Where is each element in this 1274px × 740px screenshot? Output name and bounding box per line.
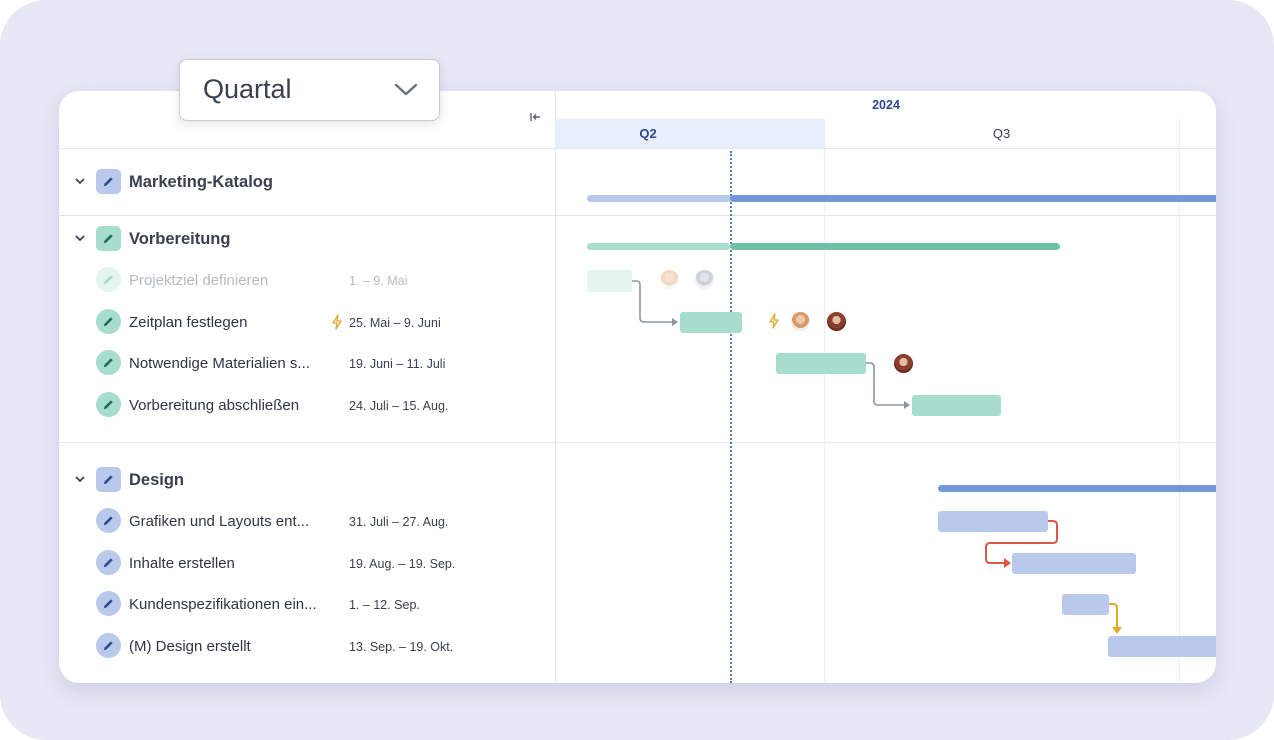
dependency-arrow bbox=[1004, 558, 1011, 568]
chevron-down-icon[interactable] bbox=[73, 472, 87, 486]
task-bar-inhalte[interactable] bbox=[1012, 553, 1136, 574]
quarter-label-q2[interactable]: Q2 bbox=[639, 126, 657, 141]
task-row-grafiken[interactable]: Grafiken und Layouts ent... 31. Juli – 2… bbox=[59, 501, 556, 541]
quarter-label-q3[interactable]: Q3 bbox=[992, 126, 1011, 141]
row-label: Grafiken und Layouts ent... bbox=[129, 513, 310, 530]
bolt-icon bbox=[332, 314, 342, 330]
chevron-down-icon bbox=[394, 83, 418, 96]
task-row-materialien[interactable]: Notwendige Materialien s... 19. Juni – 1… bbox=[59, 343, 556, 383]
row-label: Design bbox=[129, 471, 185, 489]
avatar[interactable] bbox=[790, 311, 811, 332]
pencil-icon bbox=[96, 633, 121, 658]
row-label: Inhalte erstellen bbox=[129, 555, 235, 572]
dependency-arrow bbox=[632, 280, 674, 323]
row-dates: 19. Aug. – 19. Sep. bbox=[349, 557, 456, 571]
pencil-icon bbox=[96, 169, 121, 194]
pencil-icon bbox=[96, 350, 121, 375]
bolt-icon bbox=[769, 313, 779, 329]
dependency-arrow bbox=[904, 401, 910, 409]
task-row-projektziel[interactable]: Projektziel definieren 1. – 9. Mai bbox=[59, 260, 556, 300]
dependency-arrow bbox=[1109, 603, 1118, 629]
dependency-arrow bbox=[672, 318, 678, 326]
dependency-arrows bbox=[632, 280, 1122, 634]
summary-bar-design[interactable] bbox=[938, 485, 1216, 492]
row-dates: 31. Juli – 27. Aug. bbox=[349, 515, 449, 529]
task-bar-projektziel[interactable] bbox=[587, 270, 632, 292]
chevron-down-icon[interactable] bbox=[73, 174, 87, 188]
task-bar-vorbereitung-abschliessen[interactable] bbox=[912, 395, 1001, 416]
row-label: Projektziel definieren bbox=[129, 272, 269, 289]
task-bar-grafiken[interactable] bbox=[938, 511, 1048, 532]
gantt-card: Marketing-Katalog Vorbereitung Projektzi… bbox=[59, 91, 1216, 683]
task-row-vorbereitung-abschliessen[interactable]: Vorbereitung abschließen 24. Juli – 15. … bbox=[59, 385, 556, 425]
task-row-zeitplan[interactable]: Zeitplan festlegen 25. Mai – 9. Juni bbox=[59, 302, 556, 342]
summary-bar-vorbereitung-past bbox=[587, 243, 730, 250]
quarter-gridline bbox=[824, 119, 825, 683]
current-quarter-highlight bbox=[556, 119, 824, 148]
row-label: (M) Design erstellt bbox=[129, 638, 251, 655]
row-label: Vorbereitung bbox=[129, 230, 231, 248]
task-row-kundenspezifikationen[interactable]: Kundenspezifikationen ein... 1. – 12. Se… bbox=[59, 584, 556, 624]
row-label: Vorbereitung abschließen bbox=[129, 397, 300, 414]
pencil-icon bbox=[96, 392, 121, 417]
summary-bar-marketing[interactable] bbox=[730, 195, 1216, 202]
row-label: Marketing-Katalog bbox=[129, 173, 273, 191]
summary-bar-vorbereitung[interactable] bbox=[730, 243, 1060, 250]
today-marker bbox=[730, 151, 732, 683]
row-label: Zeitplan festlegen bbox=[129, 314, 248, 331]
row-dates: 19. Juni – 11. Juli bbox=[349, 357, 446, 371]
row-dates: 13. Sep. – 19. Okt. bbox=[349, 640, 454, 654]
pencil-icon bbox=[96, 550, 121, 575]
avatar[interactable] bbox=[893, 353, 914, 374]
task-list-pane: Marketing-Katalog Vorbereitung Projektzi… bbox=[59, 91, 1216, 683]
avatar[interactable] bbox=[659, 269, 680, 290]
task-bar-materialien[interactable] bbox=[776, 353, 866, 374]
group-divider bbox=[59, 215, 1216, 216]
chevron-down-icon[interactable] bbox=[73, 231, 87, 245]
task-bar-kundenspezifikationen[interactable] bbox=[1062, 594, 1109, 615]
group-row-vorbereitung[interactable]: Vorbereitung bbox=[59, 219, 556, 259]
avatar[interactable] bbox=[694, 269, 715, 290]
dependency-arrow bbox=[985, 520, 1058, 564]
group-row-design[interactable]: Design bbox=[59, 460, 556, 500]
pencil-icon bbox=[96, 591, 121, 616]
pencil-icon bbox=[96, 309, 121, 334]
project-row-marketing-katalog[interactable]: Marketing-Katalog bbox=[59, 162, 556, 202]
pencil-icon bbox=[96, 267, 121, 292]
quarter-gridline bbox=[1179, 119, 1180, 683]
timeline-header-divider bbox=[556, 148, 1216, 149]
row-label: Kundenspezifikationen ein... bbox=[129, 596, 317, 613]
row-dates: 1. – 12. Sep. bbox=[349, 598, 420, 612]
pencil-icon bbox=[96, 467, 121, 492]
dropdown-value: Quartal bbox=[203, 74, 292, 104]
timeline-pane: 2024 Q2 Q3 bbox=[556, 91, 1216, 683]
collapse-panel-icon[interactable] bbox=[528, 110, 542, 124]
task-bar-design-erstellt[interactable] bbox=[1108, 636, 1216, 657]
avatar[interactable] bbox=[826, 311, 847, 332]
group-divider bbox=[59, 442, 1216, 443]
summary-bar-marketing-past bbox=[587, 195, 732, 202]
task-row-design-erstellt[interactable]: (M) Design erstellt 13. Sep. – 19. Okt. bbox=[59, 626, 556, 666]
dependency-arrow bbox=[866, 362, 906, 406]
pencil-icon bbox=[96, 508, 121, 533]
header-divider bbox=[59, 148, 556, 149]
row-dates: 24. Juli – 15. Aug. bbox=[349, 399, 449, 413]
task-bar-zeitplan[interactable] bbox=[680, 312, 742, 333]
dependency-arrow bbox=[1112, 627, 1122, 634]
pencil-icon bbox=[96, 226, 121, 251]
row-dates: 25. Mai – 9. Juni bbox=[349, 316, 441, 330]
row-label: Notwendige Materialien s... bbox=[129, 355, 310, 372]
timescale-dropdown[interactable]: Quartal bbox=[179, 59, 440, 121]
row-dates: 1. – 9. Mai bbox=[349, 274, 408, 288]
task-row-inhalte[interactable]: Inhalte erstellen 19. Aug. – 19. Sep. bbox=[59, 543, 556, 583]
timeline-year: 2024 bbox=[872, 98, 900, 112]
